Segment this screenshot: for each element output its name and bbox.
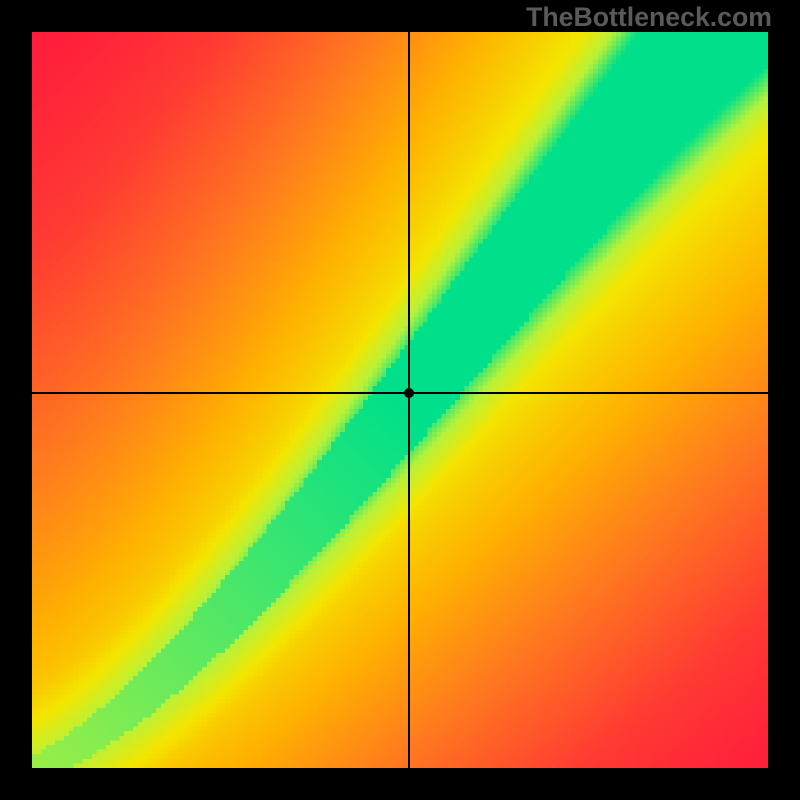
heatmap-canvas: [32, 32, 768, 768]
heatmap-plot: [32, 32, 768, 768]
watermark-text: TheBottleneck.com: [526, 2, 772, 33]
crosshair-dot: [404, 388, 414, 398]
crosshair-horizontal: [32, 392, 768, 394]
crosshair-vertical: [408, 32, 410, 768]
